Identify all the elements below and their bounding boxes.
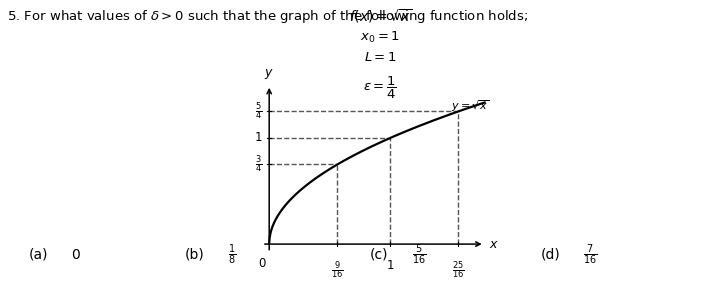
Text: 0: 0 <box>71 248 80 262</box>
Text: $\frac{9}{16}$: $\frac{9}{16}$ <box>331 259 343 281</box>
Text: $\frac{5}{4}$: $\frac{5}{4}$ <box>255 100 262 122</box>
Text: $\frac{7}{16}$: $\frac{7}{16}$ <box>583 243 597 267</box>
Text: 1: 1 <box>387 259 394 272</box>
Text: $x_0 = 1$: $x_0 = 1$ <box>360 30 400 45</box>
Text: $L = 1$: $L = 1$ <box>364 51 397 64</box>
Text: (c): (c) <box>370 248 388 262</box>
Text: $\frac{25}{16}$: $\frac{25}{16}$ <box>452 259 464 281</box>
Text: (d): (d) <box>540 248 560 262</box>
Text: $\frac{3}{4}$: $\frac{3}{4}$ <box>255 154 262 175</box>
Text: $y$: $y$ <box>264 67 274 81</box>
Text: $x$: $x$ <box>489 238 499 250</box>
Text: (b): (b) <box>185 248 205 262</box>
Text: 5. For what values of $\delta > 0$ such that the graph of the following function: 5. For what values of $\delta > 0$ such … <box>7 8 528 25</box>
Text: 0: 0 <box>258 257 266 270</box>
Text: 1: 1 <box>255 132 262 144</box>
Text: $\frac{5}{16}$: $\frac{5}{16}$ <box>412 243 427 267</box>
Text: $y = \sqrt{x}$: $y = \sqrt{x}$ <box>451 98 490 114</box>
Text: $\frac{1}{8}$: $\frac{1}{8}$ <box>228 243 236 267</box>
Text: $f(x) = \sqrt{x}$: $f(x) = \sqrt{x}$ <box>348 7 412 25</box>
Text: $\epsilon = \dfrac{1}{4}$: $\epsilon = \dfrac{1}{4}$ <box>363 75 397 101</box>
Text: (a): (a) <box>28 248 48 262</box>
